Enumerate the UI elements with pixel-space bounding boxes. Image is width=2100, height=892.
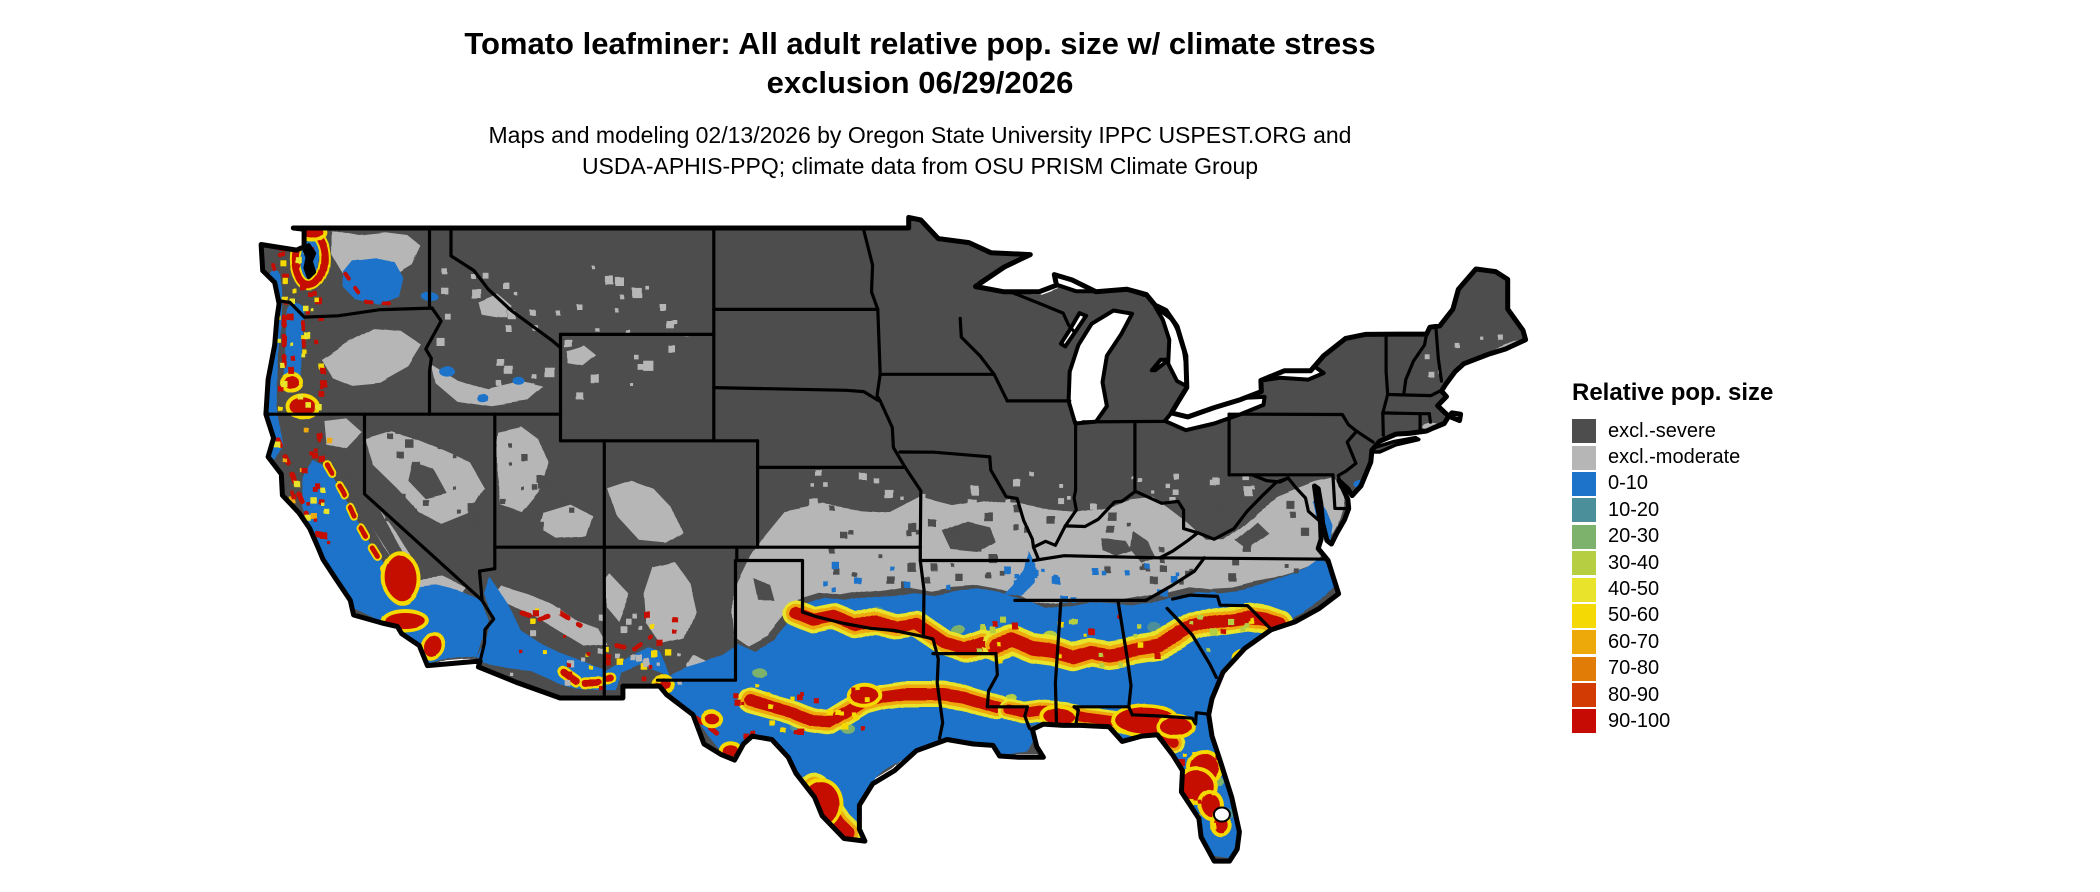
legend-label: 50-60 (1608, 604, 1660, 627)
legend-label: excl.-moderate (1608, 446, 1741, 469)
legend-label: 60-70 (1608, 630, 1660, 653)
legend-swatch-b70 (1572, 656, 1596, 681)
legend-label: excl.-severe (1608, 419, 1716, 442)
legend-item: excl.-severe (1572, 418, 1773, 444)
legend-item: 30-40 (1572, 550, 1773, 576)
legend-item: 50-60 (1572, 603, 1773, 629)
legend-swatch-b10 (1572, 498, 1596, 523)
legend-swatch-excl_severe (1572, 419, 1596, 444)
legend-label: 70-80 (1608, 657, 1660, 680)
legend-swatch-b60 (1572, 630, 1596, 655)
map-subtitle-line2: USDA-APHIS-PPQ; climate data from OSU PR… (581, 153, 1259, 179)
legend-swatch-b30 (1572, 551, 1596, 576)
map-title-line1: Tomato leafminer: All adult relative pop… (464, 26, 1376, 61)
legend-label: 90-100 (1608, 709, 1671, 732)
legend-item: 20-30 (1572, 524, 1773, 550)
legend-item: 40-50 (1572, 576, 1773, 602)
legend-swatch-b20 (1572, 524, 1596, 549)
legend-item: 90-100 (1572, 708, 1773, 734)
legend-swatch-excl_moderate (1572, 445, 1596, 470)
legend-swatch-b0 (1572, 471, 1596, 496)
map-subtitle: Maps and modeling 02/13/2026 by Oregon S… (0, 120, 1840, 182)
legend-label: 10-20 (1608, 498, 1660, 521)
legend-item: 80-90 (1572, 682, 1773, 708)
map-title-line2: exclusion 06/29/2026 (766, 65, 1074, 100)
legend: Relative pop. size excl.-severe excl.-mod… (1572, 379, 1773, 735)
legend-swatch-b40 (1572, 577, 1596, 602)
legend-item: 0-10 (1572, 471, 1773, 497)
legend-label: 20-30 (1608, 525, 1660, 548)
legend-label: 30-40 (1608, 551, 1660, 574)
legend-item: 70-80 (1572, 656, 1773, 682)
legend-rows: excl.-severe excl.-moderate 0-10 10-20 20-30… (1572, 418, 1773, 735)
legend-title: Relative pop. size (1572, 379, 1774, 406)
legend-item: excl.-moderate (1572, 444, 1773, 470)
map-subtitle-line1: Maps and modeling 02/13/2026 by Oregon S… (488, 122, 1352, 148)
legend-swatch-b50 (1572, 603, 1596, 628)
legend-label: 40-50 (1608, 578, 1660, 601)
legend-item: 60-70 (1572, 629, 1773, 655)
legend-label: 80-90 (1608, 683, 1660, 706)
legend-swatch-b80 (1572, 683, 1596, 708)
legend-item: 10-20 (1572, 497, 1773, 523)
map-title: Tomato leafminer: All adult relative pop… (0, 24, 1840, 102)
legend-label: 0-10 (1608, 472, 1649, 495)
legend-swatch-b90 (1572, 709, 1596, 734)
